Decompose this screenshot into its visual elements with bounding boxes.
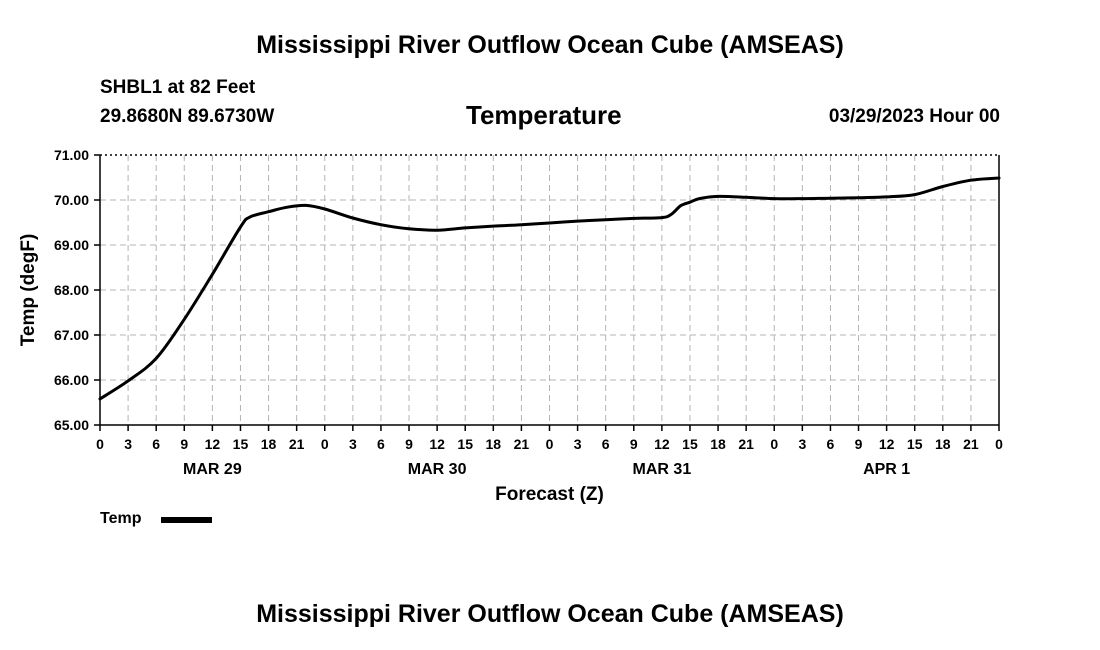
x-tick-label: 15 [682,436,698,452]
x-tick-label: 3 [124,436,132,452]
y-tick-label: 67.00 [54,327,89,343]
y-tick-label: 68.00 [54,282,89,298]
x-tick-label: 0 [96,436,104,452]
x-tick-label: 21 [963,436,979,452]
x-day-label: APR 1 [863,461,910,478]
x-tick-label: 15 [233,436,249,452]
x-tick-label: 0 [546,436,554,452]
x-day-label: MAR 30 [408,461,467,478]
x-tick-label: 15 [457,436,473,452]
x-tick-label: 6 [827,436,835,452]
x-tick-label: 9 [180,436,188,452]
chart-main-title: Mississippi River Outflow Ocean Cube (AM… [256,31,844,59]
x-tick-label: 18 [486,436,502,452]
y-tick-label: 66.00 [54,372,89,388]
x-tick-label: 0 [321,436,329,452]
x-tick-label: 18 [935,436,951,452]
chart-subtitle: Temperature [466,100,622,130]
x-tick-label: 12 [654,436,670,452]
x-tick-label: 0 [770,436,778,452]
x-tick-label: 3 [798,436,806,452]
x-tick-label: 6 [602,436,610,452]
station-label: SHBL1 at 82 Feet [100,77,256,98]
series-line-temp [98,176,1001,401]
x-tick-label: 9 [855,436,863,452]
x-tick-label: 0 [995,436,1003,452]
x-tick-label: 12 [879,436,895,452]
y-tick-label: 71.00 [54,147,89,163]
x-tick-label: 3 [349,436,357,452]
x-axis-title: Forecast (Z) [495,484,604,505]
footer-title: Mississippi River Outflow Ocean Cube (AM… [256,600,844,628]
x-day-label: MAR 31 [633,461,692,478]
station-coordinates: 29.8680N 89.6730W [100,106,275,127]
x-tick-label: 21 [738,436,754,452]
y-tick-label: 69.00 [54,237,89,253]
x-tick-label: 15 [907,436,923,452]
x-tick-label: 21 [514,436,530,452]
x-tick-label: 6 [152,436,160,452]
x-tick-label: 12 [205,436,221,452]
x-tick-label: 6 [377,436,385,452]
forecast-datetime: 03/29/2023 Hour 00 [828,106,1000,127]
legend-label: Temp [100,510,142,527]
y-tick-label: 70.00 [54,192,89,208]
x-tick-label: 18 [261,436,277,452]
y-tick-label: 65.00 [54,417,89,433]
x-tick-label: 3 [574,436,582,452]
x-day-label: MAR 29 [183,461,242,478]
x-tick-label: 9 [405,436,413,452]
x-tick-label: 9 [630,436,638,452]
x-tick-label: 21 [289,436,305,452]
x-tick-label: 12 [429,436,445,452]
y-axis-title: Temp (degF) [18,234,39,347]
x-tick-label: 18 [710,436,726,452]
legend-line-swatch [161,517,212,523]
